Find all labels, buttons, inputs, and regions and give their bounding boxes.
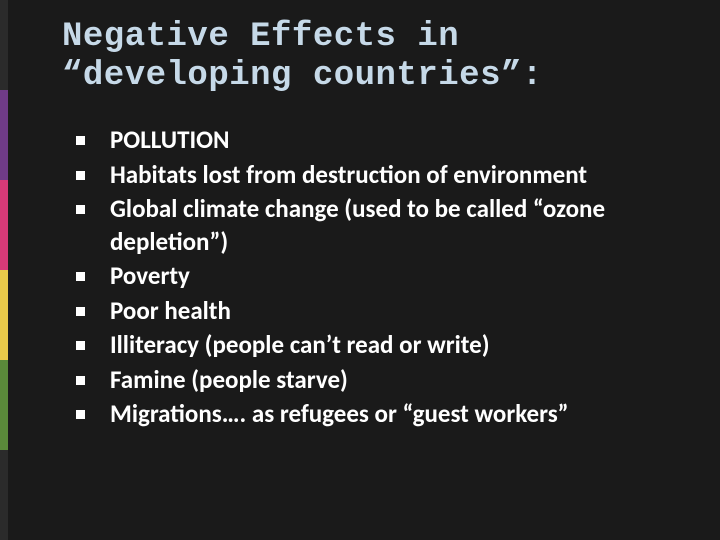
- bullet-item: Poor health: [98, 295, 700, 328]
- slide-title: Negative Effects in “developing countrie…: [62, 18, 700, 96]
- bullet-item: Global climate change (used to be called…: [98, 193, 700, 258]
- bullet-item: Illiteracy (people can’t read or write): [98, 329, 700, 362]
- bullet-item: POLLUTION: [98, 124, 700, 157]
- bullet-item: Poverty: [98, 260, 700, 293]
- bullet-item: Habitats lost from destruction of enviro…: [98, 159, 700, 192]
- bullet-item: Migrations…. as refugees or “guest worke…: [98, 398, 700, 431]
- slide-content: Negative Effects in “developing countrie…: [0, 0, 720, 540]
- bullet-item: Famine (people starve): [98, 364, 700, 397]
- bullet-list: POLLUTIONHabitats lost from destruction …: [62, 124, 700, 431]
